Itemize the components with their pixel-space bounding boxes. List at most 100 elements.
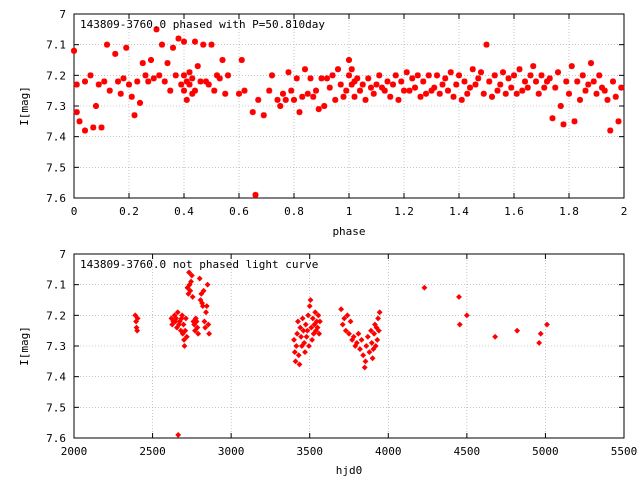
data-point xyxy=(296,361,303,368)
data-point xyxy=(201,318,208,325)
data-point xyxy=(298,333,304,340)
data-point xyxy=(112,50,119,57)
data-point xyxy=(134,78,141,85)
data-point xyxy=(456,72,462,79)
y-tick-labels: 7 7.1 7.2 7.3 7.4 7.5 7.6 xyxy=(46,248,66,445)
data-point xyxy=(274,96,281,103)
data-point xyxy=(225,72,231,79)
data-point xyxy=(104,41,110,48)
y-tick-label: 7 xyxy=(59,8,66,21)
data-point xyxy=(296,109,303,116)
data-point xyxy=(308,324,315,331)
y-tick-labels: 7 7.1 7.2 7.3 7.4 7.5 7.6 xyxy=(46,8,66,205)
data-point xyxy=(582,87,589,94)
data-point xyxy=(601,87,608,94)
data-point xyxy=(182,315,189,322)
data-point xyxy=(357,87,363,94)
x-tick-label: 0 xyxy=(71,205,78,218)
data-point xyxy=(376,72,383,79)
data-point xyxy=(401,87,407,94)
data-point xyxy=(585,81,592,88)
data-point xyxy=(211,87,218,94)
y-tick-label: 7.3 xyxy=(46,100,66,113)
data-point xyxy=(341,315,348,322)
data-point xyxy=(181,72,187,79)
data-point xyxy=(302,321,309,328)
data-point xyxy=(269,72,275,79)
data-point xyxy=(363,343,370,349)
data-point xyxy=(346,57,352,63)
y-tick-label: 7.5 xyxy=(46,161,66,174)
data-point xyxy=(519,87,526,94)
data-point xyxy=(306,303,313,310)
data-point xyxy=(309,315,316,322)
data-point xyxy=(599,84,605,91)
data-point xyxy=(354,75,361,82)
data-point xyxy=(309,336,315,343)
data-point xyxy=(346,330,352,337)
data-point xyxy=(126,81,132,88)
data-point xyxy=(464,90,471,97)
data-point xyxy=(302,349,308,356)
data-point xyxy=(202,324,209,331)
data-point xyxy=(566,90,572,97)
data-point xyxy=(194,63,201,70)
data-point xyxy=(178,315,185,322)
data-point xyxy=(340,93,347,100)
data-point xyxy=(93,103,99,109)
chart-title: 143809-3760.0 not phased light curve xyxy=(80,258,318,271)
data-point xyxy=(373,81,380,88)
data-point xyxy=(338,306,345,313)
x-tick-label: 1.6 xyxy=(504,205,524,218)
data-point xyxy=(153,26,160,33)
data-point xyxy=(159,41,165,48)
tick-marks xyxy=(73,253,625,439)
data-point xyxy=(82,127,88,134)
data-point xyxy=(167,87,174,94)
data-point xyxy=(514,327,521,334)
data-point xyxy=(299,315,306,322)
x-tick-labels: 2000 2500 3000 3500 4000 4500 5000 5500 xyxy=(61,445,638,458)
data-point xyxy=(95,81,102,88)
plot-frame xyxy=(73,253,625,439)
data-point xyxy=(324,75,330,82)
data-point xyxy=(486,78,493,85)
data-point xyxy=(469,66,476,73)
data-point xyxy=(189,294,196,300)
data-point xyxy=(392,72,399,79)
data-point xyxy=(390,81,396,88)
data-point xyxy=(536,340,543,346)
y-tick-label: 7.6 xyxy=(46,432,66,445)
x-tick-label: 1 xyxy=(346,205,353,218)
data-point xyxy=(568,63,575,70)
data-point xyxy=(120,75,127,82)
data-point xyxy=(304,90,311,97)
data-point xyxy=(277,103,284,109)
data-point xyxy=(445,87,451,94)
y-tick-label: 7.2 xyxy=(46,309,66,322)
data-point xyxy=(304,327,311,334)
data-point xyxy=(175,432,182,438)
data-point xyxy=(260,112,267,119)
data-point xyxy=(579,72,586,79)
chart-title: 143809-3760.0 phased with P=50.810day xyxy=(80,18,325,31)
data-point xyxy=(379,84,385,91)
data-point xyxy=(530,63,537,70)
data-point xyxy=(456,321,463,328)
data-point xyxy=(170,44,176,51)
data-point xyxy=(219,57,226,63)
data-point xyxy=(412,84,418,91)
data-point xyxy=(537,330,544,337)
data-point xyxy=(456,294,462,300)
data-point xyxy=(491,72,498,79)
data-point xyxy=(317,318,323,325)
data-point xyxy=(560,121,567,128)
data-point xyxy=(527,72,534,79)
data-point xyxy=(203,309,209,316)
data-point xyxy=(249,109,256,116)
data-point xyxy=(252,191,259,198)
data-point xyxy=(208,41,215,48)
data-point xyxy=(607,127,614,134)
data-point xyxy=(161,78,168,85)
